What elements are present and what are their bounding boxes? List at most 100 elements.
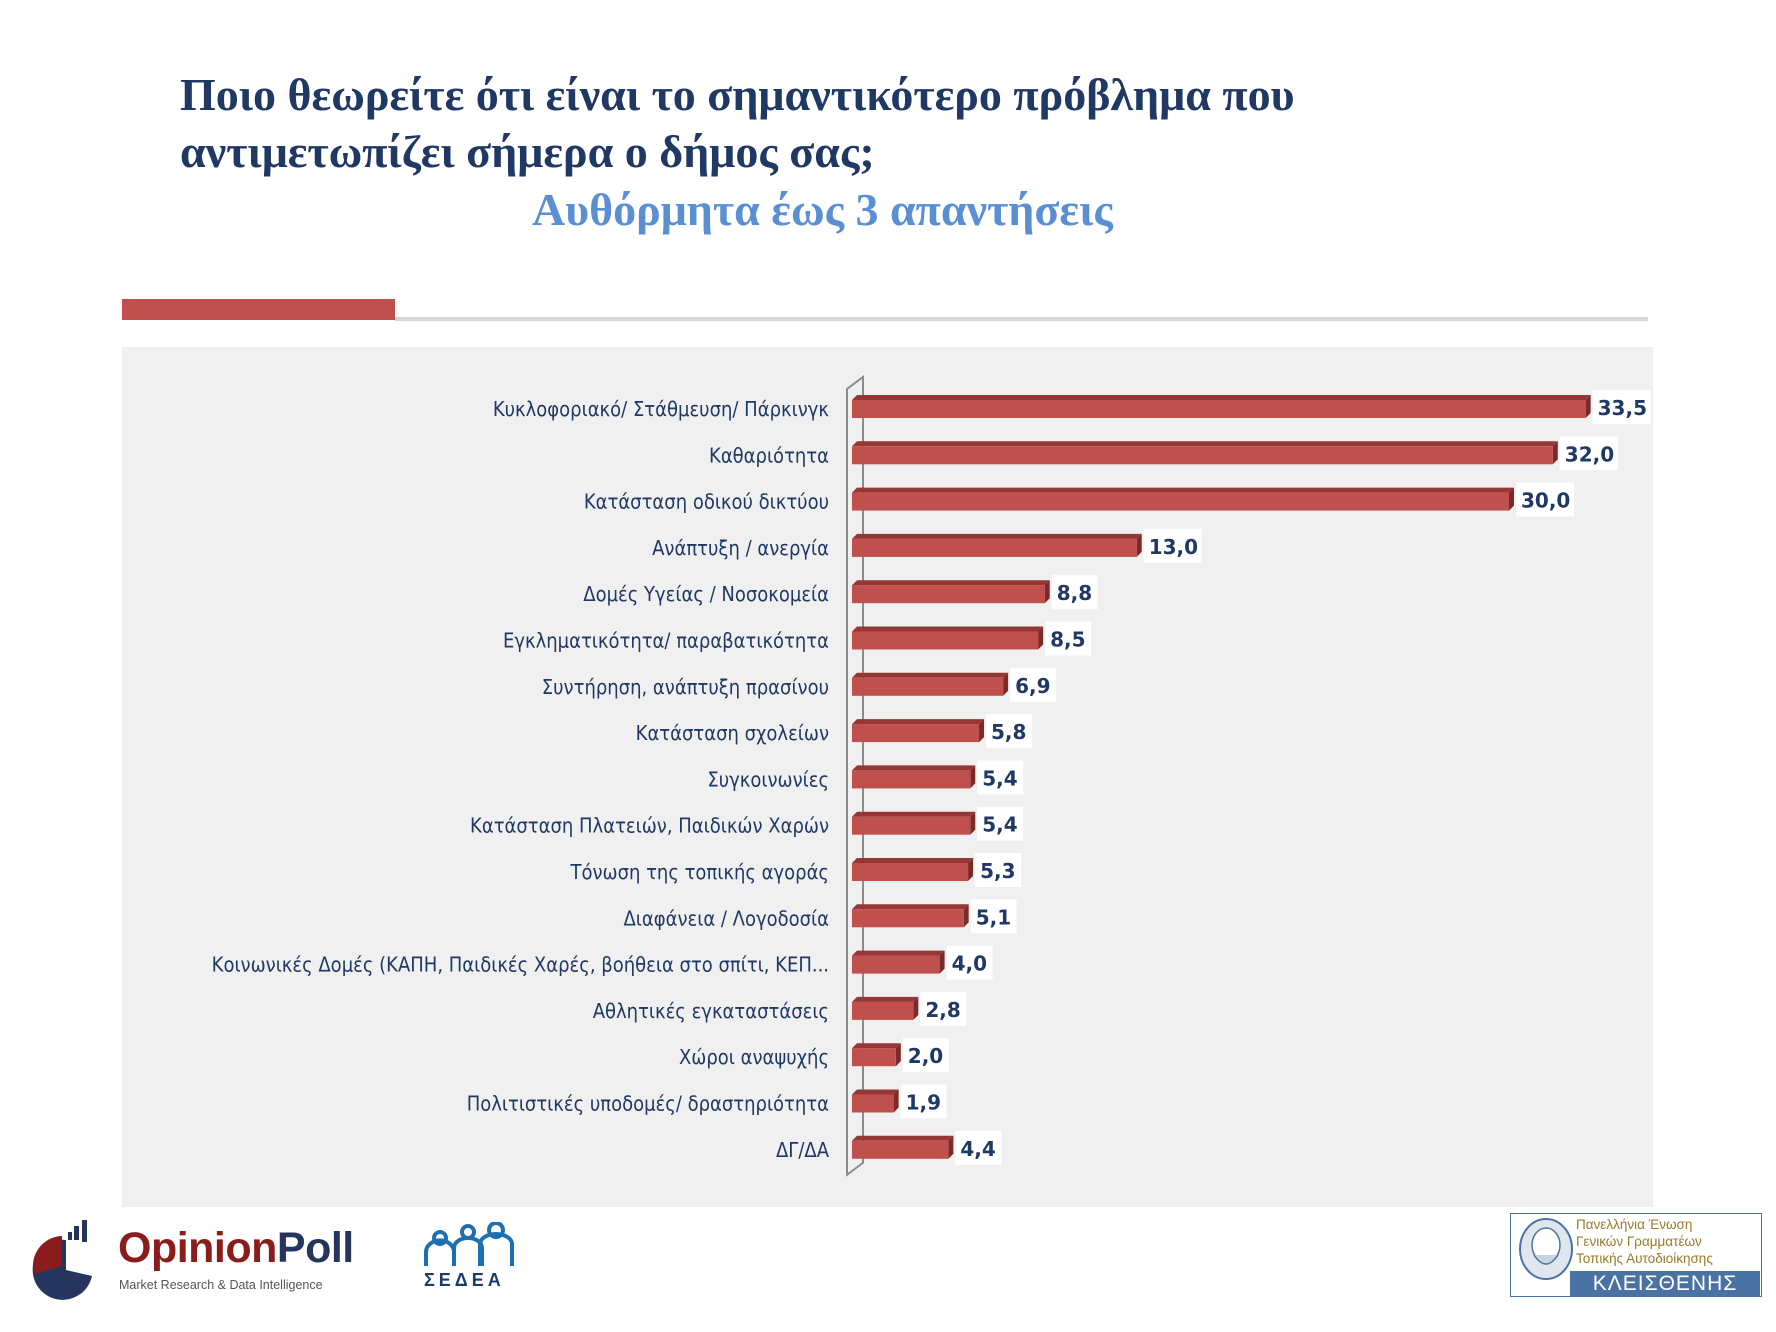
value-label-box	[1516, 482, 1574, 517]
category-label: Συγκοινωνίες	[707, 767, 829, 791]
bar-side-face	[1003, 672, 1009, 696]
value-label-box	[902, 1038, 949, 1073]
category-label: Αθλητικές εγκαταστάσεις	[593, 999, 829, 1023]
bust-icon	[1519, 1218, 1573, 1280]
value-label: 2,8	[925, 998, 960, 1022]
value-label: 4,0	[952, 952, 987, 976]
bar-top-face	[852, 626, 1044, 632]
bar	[852, 955, 940, 974]
category-label: Διαφάνεια / Λογοδοσία	[623, 906, 829, 930]
value-label-box	[977, 760, 1024, 795]
value-label-box	[1143, 528, 1202, 563]
category-label: Κατάσταση οδικού δικτύου	[584, 490, 829, 514]
category-label: Δομές Υγείας / Νοσοκομεία	[583, 582, 829, 606]
bar-side-face	[893, 1089, 899, 1113]
bar-top-face	[852, 904, 969, 910]
chart-subtitle: Αυθόρμητα έως 3 απαντήσεις	[532, 184, 1113, 235]
bar-top-face	[852, 395, 1591, 400]
bar-top-face	[852, 996, 919, 1002]
category-label: Συντήρηση, ανάπτυξη πρασίνου	[542, 675, 829, 699]
bar-side-face	[1552, 441, 1558, 465]
value-label: 4,4	[960, 1137, 995, 1161]
category-label: Πολιτιστικές υποδομές/ δραστηριότητα	[467, 1092, 829, 1116]
value-label: 33,5	[1598, 396, 1647, 420]
value-label: 8,8	[1057, 581, 1092, 605]
bar-side-face	[948, 1135, 954, 1159]
bar	[852, 1094, 894, 1113]
value-label-box	[970, 899, 1017, 934]
value-label: 2,0	[908, 1044, 943, 1068]
bar-top-face	[852, 1043, 901, 1049]
opinionpoll-wordmark: OpinionPoll	[118, 1224, 354, 1272]
bar-top-face	[852, 1135, 954, 1141]
title-line-2: αντιμετωπίζει σήμερα ο δήμος σας;	[180, 126, 875, 177]
sedea-wordmark: ΣΕΔΕΑ	[424, 1270, 505, 1290]
kleisthenis-name: ΚΛΕΙΣΘΕΝΗΣ	[1570, 1271, 1760, 1296]
title-line-1: Ποιο θεωρείτε ότι είναι το σημαντικότερο…	[180, 69, 1295, 120]
opinionpoll-tagline: Market Research & Data Intelligence	[119, 1278, 323, 1292]
bar-top-face	[852, 580, 1050, 586]
value-label: 5,4	[982, 766, 1017, 790]
value-label: 5,8	[991, 720, 1026, 744]
bar-side-face	[968, 858, 974, 881]
value-label-box	[1559, 436, 1618, 471]
bar	[852, 677, 1004, 696]
value-label-box	[900, 1084, 947, 1119]
opinionpoll-logo: OpinionPoll Market Research & Data Intel…	[26, 1218, 354, 1302]
bar-top-face	[852, 672, 1009, 678]
bar	[852, 816, 971, 835]
bar-top-face	[852, 765, 976, 771]
bar-top-face	[852, 533, 1142, 539]
value-label-box	[955, 1130, 1002, 1165]
bar-top-face	[852, 487, 1514, 493]
bar	[852, 770, 971, 789]
bar-side-face	[939, 950, 945, 974]
value-label-box	[1045, 621, 1092, 656]
bar-side-face	[1136, 533, 1142, 557]
sedea-logo: ΣΕΔΕΑ	[418, 1221, 538, 1292]
bar-side-face	[979, 719, 985, 743]
bar	[852, 400, 1586, 418]
value-label-box	[986, 714, 1033, 749]
bar	[852, 724, 980, 743]
people-icon	[424, 1221, 514, 1266]
chart-title: Ποιο θεωρείτε ότι είναι το σημαντικότερο…	[180, 66, 1580, 180]
value-label-box	[1592, 390, 1651, 424]
bar-side-face	[970, 811, 976, 835]
bar	[852, 1048, 896, 1067]
bar	[852, 1140, 949, 1159]
category-label: Εγκληματικότητα/ παραβατικότητα	[503, 629, 829, 653]
bar	[852, 585, 1045, 604]
value-label: 1,9	[906, 1091, 941, 1115]
bar-top-face	[852, 719, 985, 725]
bar-top-face	[852, 950, 945, 956]
bar-side-face	[1585, 395, 1591, 418]
value-label-box	[1010, 667, 1057, 702]
bar-top-face	[852, 441, 1558, 447]
kleisthenis-line-3: Τοπικής Αυτοδιοίκησης	[1576, 1251, 1713, 1266]
value-label: 5,1	[976, 905, 1011, 929]
bar-top-face	[852, 858, 974, 863]
category-label: Καθαριότητα	[709, 443, 829, 467]
bar-side-face	[913, 996, 919, 1020]
bar-side-face	[895, 1043, 901, 1067]
bar	[852, 538, 1137, 557]
category-label: Ανάπτυξη / ανεργία	[652, 536, 829, 560]
value-label: 5,4	[982, 813, 1017, 837]
bar-side-face	[1509, 487, 1514, 511]
category-label: ΔΓ/ΔΑ	[776, 1138, 830, 1162]
bar	[852, 863, 969, 881]
value-label: 32,0	[1565, 442, 1614, 466]
bar	[852, 631, 1039, 650]
value-label-box	[977, 806, 1024, 841]
kleisthenis-line-2: Γενικών Γραμματέων	[1576, 1234, 1702, 1249]
bar	[852, 909, 964, 928]
accent-bar	[122, 299, 395, 320]
value-label: 5,3	[980, 859, 1015, 883]
value-label: 30,0	[1521, 489, 1570, 513]
bar	[852, 492, 1509, 511]
value-label: 13,0	[1149, 535, 1198, 559]
value-label-box	[920, 991, 967, 1026]
category-label: Χώροι αναψυχής	[679, 1045, 829, 1069]
